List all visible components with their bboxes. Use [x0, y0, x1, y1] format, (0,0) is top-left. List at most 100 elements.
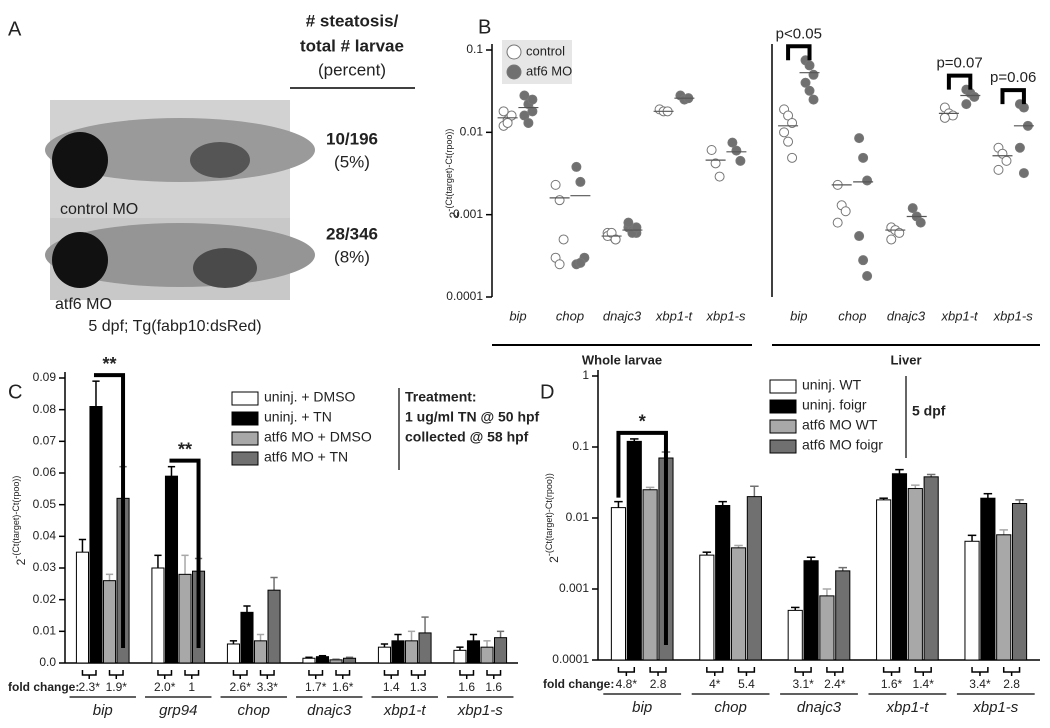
y-label-base: 2: [14, 558, 28, 565]
data-point: [727, 137, 738, 148]
data-point: [939, 112, 950, 123]
x-tick-label: xbp1-s: [457, 702, 504, 719]
significance-bracket: [946, 73, 973, 90]
bar: [391, 640, 405, 664]
percent: (5%): [334, 152, 370, 171]
count: 28/346: [326, 224, 378, 243]
bar: [418, 632, 432, 664]
fold-change: 2.3*: [79, 680, 101, 694]
legend-label: atf6 MO: [526, 63, 572, 78]
data-point: [854, 133, 865, 144]
annotation: **: [103, 354, 117, 374]
bar: [466, 640, 481, 664]
y-axis-label: 2-(Ct(target)-Ct(rpoo)): [11, 476, 28, 566]
fold-bracket: [157, 670, 173, 679]
data-point: [706, 145, 717, 156]
count: 10/196: [326, 129, 378, 148]
bar: [626, 440, 642, 661]
y-tick-label: 0.01: [566, 510, 590, 524]
fold-change: 1.4: [383, 680, 400, 694]
y-tick-label: 1: [582, 368, 589, 382]
y-tick-label: 0.1: [572, 439, 589, 453]
data-point: [498, 106, 509, 117]
data-point: [804, 85, 815, 96]
fold-change: 1.4*: [913, 677, 935, 691]
bar: [75, 551, 89, 664]
y-label-exponent: -(Ct(target)-Ct(rpoo)): [11, 476, 21, 559]
bar: [343, 657, 357, 664]
y-tick-label: 0.0001: [446, 289, 483, 303]
data-point: [610, 234, 621, 245]
x-tick-label: dnajc3: [797, 699, 842, 716]
fold-bracket: [794, 667, 812, 676]
bar: [178, 573, 192, 664]
data-point: [808, 94, 819, 105]
data-point: [886, 234, 897, 245]
y-label-exponent: -(Ct(target)-Ct(rpoo)): [444, 129, 454, 212]
fold-bracket: [108, 670, 124, 679]
legend-label: uninj. + DMSO: [264, 389, 356, 405]
fold-bracket: [308, 670, 324, 679]
fold-change: 1.6*: [332, 680, 354, 694]
panel-label: B: [478, 16, 491, 38]
y-tick-label: 0.07: [33, 434, 57, 448]
y-label-base: 2: [447, 211, 461, 218]
annotation: *: [639, 412, 646, 432]
data-point: [862, 175, 873, 186]
legend-label: uninj. foigr: [802, 397, 867, 413]
fold-change: 2.0*: [154, 680, 176, 694]
data-point: [523, 117, 534, 128]
y-tick-label: 0.04: [33, 529, 57, 543]
data-point: [800, 77, 811, 88]
bar: [102, 580, 117, 664]
bar: [164, 475, 179, 664]
bar: [404, 640, 419, 664]
bar: [819, 595, 835, 661]
bar: [240, 611, 254, 664]
legend-swatch: [506, 64, 522, 80]
y-tick-label: 0.01: [460, 125, 484, 139]
legend-swatch: [506, 44, 522, 60]
fold-change: 4.8*: [616, 677, 638, 691]
fold-bracket: [914, 667, 932, 676]
x-tick-label: xbp1-t: [655, 308, 694, 323]
bar: [302, 657, 316, 664]
fold-change: 1.6*: [881, 677, 903, 691]
fold-bracket: [826, 667, 844, 676]
data-point: [1018, 168, 1029, 179]
bar: [787, 609, 803, 661]
x-tick-label: xbp1-s: [972, 699, 1019, 716]
legend-swatch: [769, 379, 797, 394]
panel: D 0.0001 0.001 0.01 0.1 1 2-(Ct(target)-Ct(rpo…: [540, 368, 1040, 716]
legend-swatch: [769, 419, 797, 434]
x-tick-label: dnajc3: [887, 308, 926, 323]
fold-bracket: [486, 670, 502, 679]
data-point: [858, 255, 869, 266]
data-point: [575, 176, 586, 187]
significance-bracket: [616, 430, 668, 645]
bar: [1011, 503, 1028, 661]
note: 5 dpf: [912, 403, 946, 419]
data-point: [894, 227, 905, 238]
legend-label: atf6 MO WT: [802, 417, 878, 433]
annotation: p<0.05: [776, 25, 822, 42]
data-point: [854, 231, 865, 242]
fold-bracket: [184, 670, 200, 679]
y-tick-label: 0.08: [33, 402, 57, 416]
bar: [980, 497, 996, 661]
fold-change: 3.4*: [969, 677, 991, 691]
data-point: [787, 117, 798, 128]
data-point: [623, 217, 634, 228]
panel: B 0.0001 0.001 0.01 0.1 2-(Ct(target)-Ct(rpoo…: [444, 16, 752, 367]
bar: [253, 640, 268, 664]
x-tick-label: dnajc3: [603, 308, 642, 323]
row-name: atf6 MO: [55, 296, 112, 313]
fold-bracket: [617, 667, 636, 676]
y-tick-label: 0.03: [33, 560, 57, 574]
percent: (8%): [334, 247, 370, 266]
y-tick-label: 0.0: [39, 655, 56, 669]
x-tick-label: xbp1-t: [941, 308, 980, 323]
y-tick-label: 0.05: [33, 497, 57, 511]
data-point: [783, 136, 794, 147]
